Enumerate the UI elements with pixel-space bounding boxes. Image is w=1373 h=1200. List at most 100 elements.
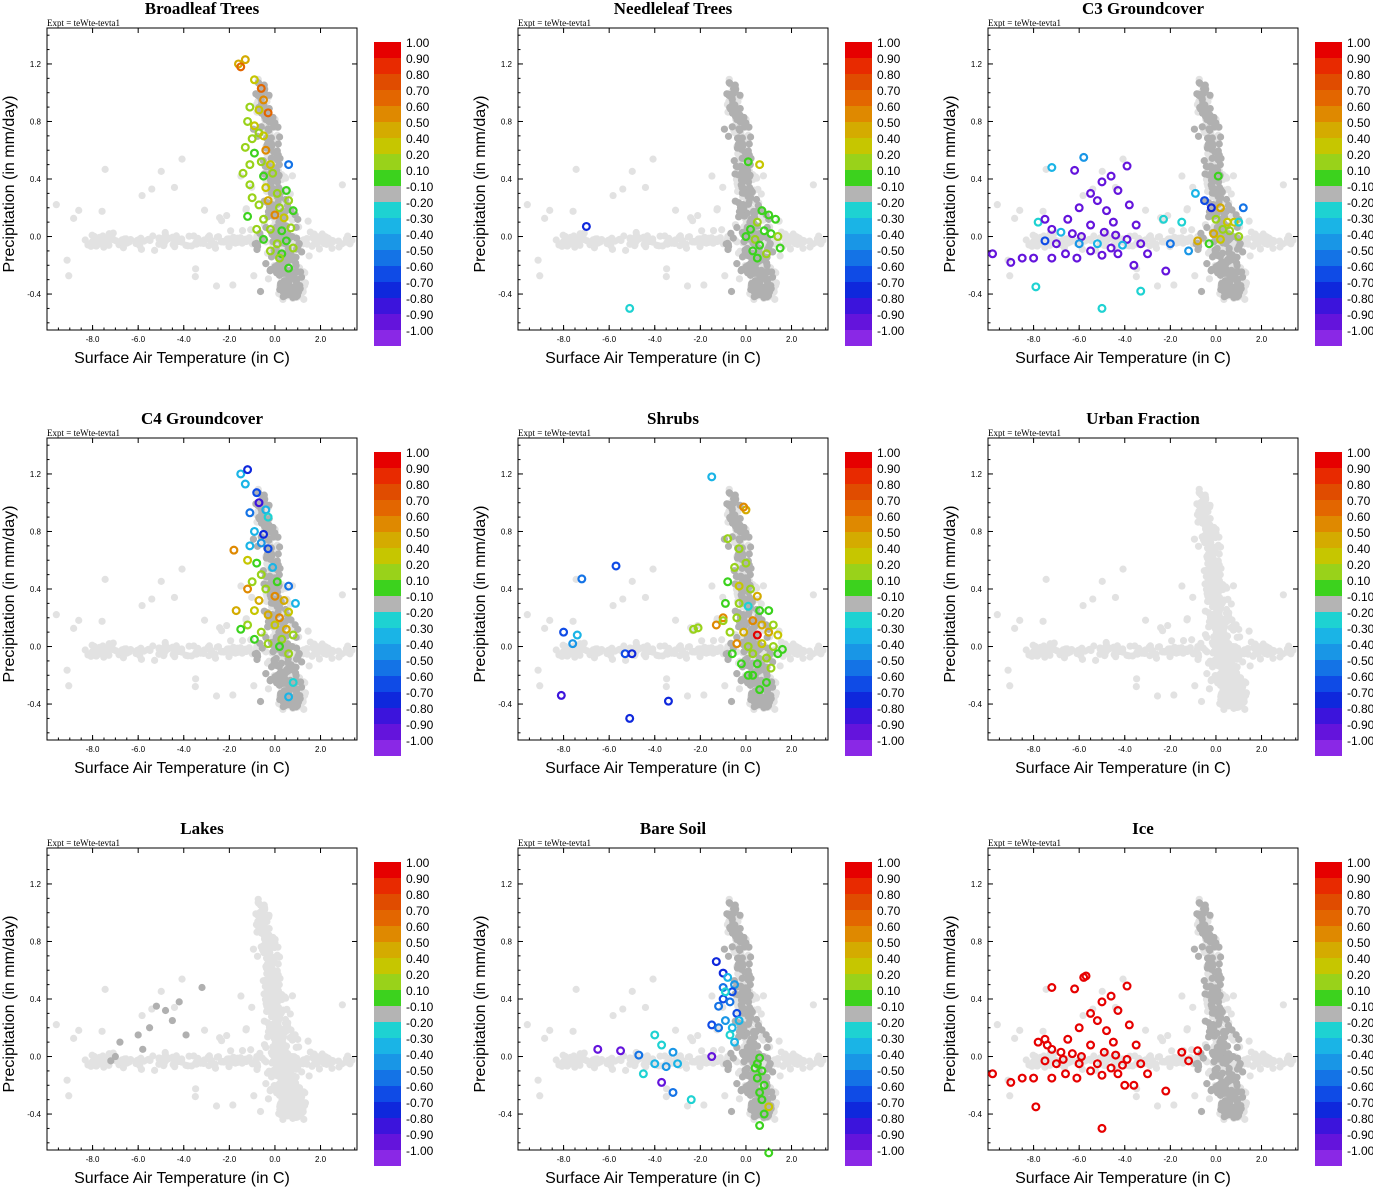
background-point [1279, 181, 1287, 189]
x-tick-label: -4.0 [648, 335, 662, 344]
background-point [200, 616, 209, 624]
grid-point-neutral [278, 279, 287, 288]
colorbar-swatch [845, 154, 872, 170]
background-point [137, 234, 145, 242]
grid-point-neutral [1197, 287, 1206, 296]
colorbar-label: 0.10 [406, 164, 430, 178]
colorbar: 1.000.900.800.700.600.500.400.200.10-0.1… [845, 36, 905, 346]
background-point [334, 647, 343, 655]
grid-point-neutral [267, 663, 276, 671]
background-point [569, 207, 577, 215]
grid-point-neutral [266, 267, 274, 275]
background-point [310, 644, 318, 653]
background-point [1275, 237, 1284, 245]
grid-point-neutral [768, 268, 776, 276]
colorbar-swatch [1315, 106, 1342, 122]
colorbar-swatch [374, 596, 401, 612]
colorbar: 1.000.900.800.700.600.500.400.200.10-0.1… [374, 446, 434, 756]
background-point [238, 227, 247, 235]
grid-point-neutral [273, 147, 281, 155]
y-tick-label: 0.0 [30, 643, 42, 652]
background-point [65, 272, 73, 280]
grid-point-neutral [1233, 259, 1241, 267]
colorbar-label: -0.20 [406, 196, 434, 210]
colorbar-label: -0.70 [1347, 276, 1373, 290]
colorbar-swatch [374, 484, 401, 500]
colorbar-label: -1.00 [406, 734, 434, 748]
colorbar-label: 0.60 [406, 510, 430, 524]
background-point [102, 236, 110, 244]
colorbar-swatch [374, 628, 401, 644]
colorbar-swatch [374, 42, 401, 58]
colorbar-swatch [1315, 218, 1342, 234]
x-tick-label: -6.0 [602, 335, 616, 344]
x-tick-label: 0.0 [269, 335, 281, 344]
y-tick-label: 1.2 [501, 60, 513, 69]
y-axis-label: Precipitation (in mm/day) [1, 96, 18, 273]
background-point [735, 275, 744, 283]
colorbar-label: -0.20 [1347, 196, 1373, 210]
plot-area [517, 27, 829, 331]
grid-point-neutral [731, 170, 739, 178]
background-point [541, 214, 549, 222]
colorbar-swatch [374, 106, 401, 122]
colorbar-label: 0.70 [1347, 84, 1371, 98]
colorbar-label: -0.60 [1347, 260, 1373, 274]
grid-point-neutral [270, 656, 278, 664]
background-point [144, 646, 152, 654]
background-point [676, 232, 684, 240]
grid-point-neutral [1215, 140, 1223, 148]
background-point [138, 601, 146, 610]
y-tick-label: 1.2 [971, 60, 983, 69]
grid-point-neutral [1196, 92, 1204, 100]
grid-point-neutral [738, 184, 746, 192]
grid-point-neutral [1218, 249, 1227, 257]
colorbar-swatch [374, 282, 401, 298]
colorbar-label: 0.80 [877, 68, 901, 82]
background-point [170, 183, 179, 192]
colorbar-swatch [845, 202, 872, 218]
background-point [589, 236, 597, 244]
grid-point-neutral [1203, 134, 1212, 142]
grid-point-neutral [720, 125, 729, 133]
background-point [137, 245, 146, 253]
grid-point-neutral [744, 193, 752, 201]
x-tick-label: 2.0 [315, 335, 327, 344]
panel-title: Broadleaf Trees [145, 0, 260, 18]
background-point [192, 265, 200, 273]
background-point [1205, 275, 1214, 283]
colorbar-swatch [845, 106, 872, 122]
grid-point-neutral [724, 132, 733, 140]
background-point [781, 234, 789, 243]
grid-point-neutral [275, 543, 284, 551]
grid-point-neutral [763, 259, 771, 267]
background-point [665, 234, 673, 242]
background-point [161, 233, 169, 242]
grid-point-neutral [262, 670, 270, 678]
background-point [225, 243, 233, 251]
background-point [1098, 167, 1106, 175]
colorbar-swatch [374, 330, 401, 346]
background-point [759, 172, 768, 180]
colorbar-swatch [845, 330, 872, 346]
colorbar-label: -0.70 [406, 276, 434, 290]
y-axis-label: Precipitation (in mm/day) [942, 96, 959, 273]
grid-point-neutral [276, 695, 284, 704]
y-axis-label: Precipitation (in mm/day) [1, 506, 18, 683]
grid-point-neutral [1203, 260, 1211, 268]
background-point [719, 183, 727, 191]
colorbar-label: -0.50 [877, 244, 905, 258]
colorbar-swatch [845, 58, 872, 74]
background-point [1178, 172, 1186, 180]
colorbar-swatch [1315, 154, 1342, 170]
colorbar-label: 1.00 [877, 36, 901, 50]
x-axis-label: Surface Air Temperature (in C) [74, 760, 290, 777]
background-point [1029, 237, 1038, 246]
colorbar-swatch [845, 314, 872, 330]
background-point [148, 185, 156, 193]
grid-point-neutral [1194, 132, 1203, 140]
colorbar-swatch [1315, 186, 1342, 202]
background-point [696, 243, 704, 251]
